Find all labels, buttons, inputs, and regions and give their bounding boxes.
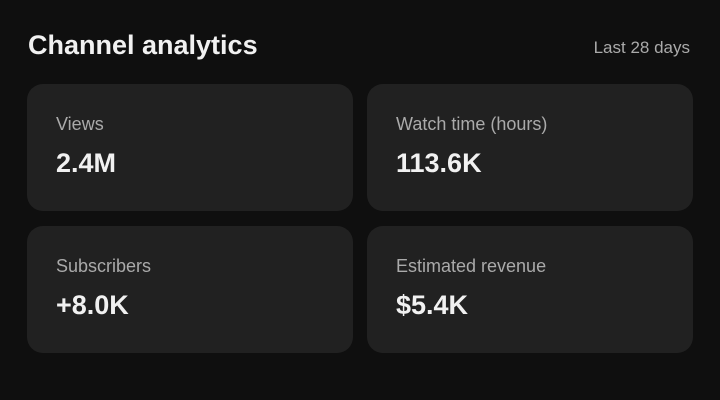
metric-label: Watch time (hours) [396, 114, 548, 134]
date-range-selector[interactable]: Last 28 days [593, 38, 690, 57]
metric-value: +8.0K [56, 290, 129, 320]
metric-label: Subscribers [56, 256, 152, 276]
metric-label: Views [56, 114, 104, 134]
metric-card-subscribers[interactable]: Subscribers +8.0K [27, 226, 353, 353]
metric-card-revenue[interactable]: Estimated revenue $5.4K [367, 226, 693, 353]
metric-card-watch-time[interactable]: Watch time (hours) 113.6K [367, 84, 693, 211]
metric-value: $5.4K [396, 290, 469, 320]
metric-label: Estimated revenue [396, 256, 547, 276]
metric-card-views[interactable]: Views 2.4M [27, 84, 353, 211]
page-title: Channel analytics [28, 30, 258, 60]
metric-value: 2.4M [56, 148, 117, 178]
metric-value: 113.6K [396, 148, 482, 178]
